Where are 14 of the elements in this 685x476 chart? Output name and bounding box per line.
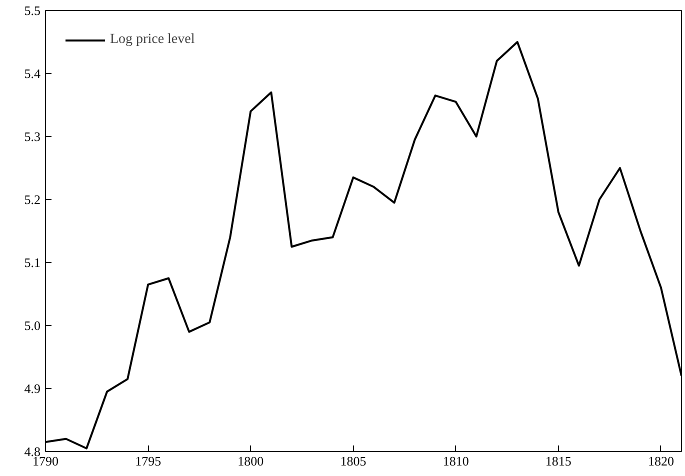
x-tick-label: 1805: [340, 454, 366, 468]
y-tick-label: 5.4: [24, 66, 41, 81]
y-tick-label: 5.3: [24, 129, 40, 144]
x-tick-label: 1800: [238, 454, 264, 468]
x-tick-label: 1810: [442, 454, 469, 468]
x-tick-label: 1820: [648, 454, 674, 468]
y-tick-label: 5.5: [24, 3, 40, 18]
y-tick-label: 5.2: [24, 192, 40, 207]
x-tick-label: 1795: [135, 454, 162, 468]
y-tick-label: 5.0: [24, 318, 40, 333]
y-tick-label: 4.9: [24, 381, 40, 396]
x-tick-label: 1815: [545, 454, 572, 468]
legend-label: Log price level: [110, 32, 195, 48]
y-tick-label: 5.1: [24, 255, 40, 270]
